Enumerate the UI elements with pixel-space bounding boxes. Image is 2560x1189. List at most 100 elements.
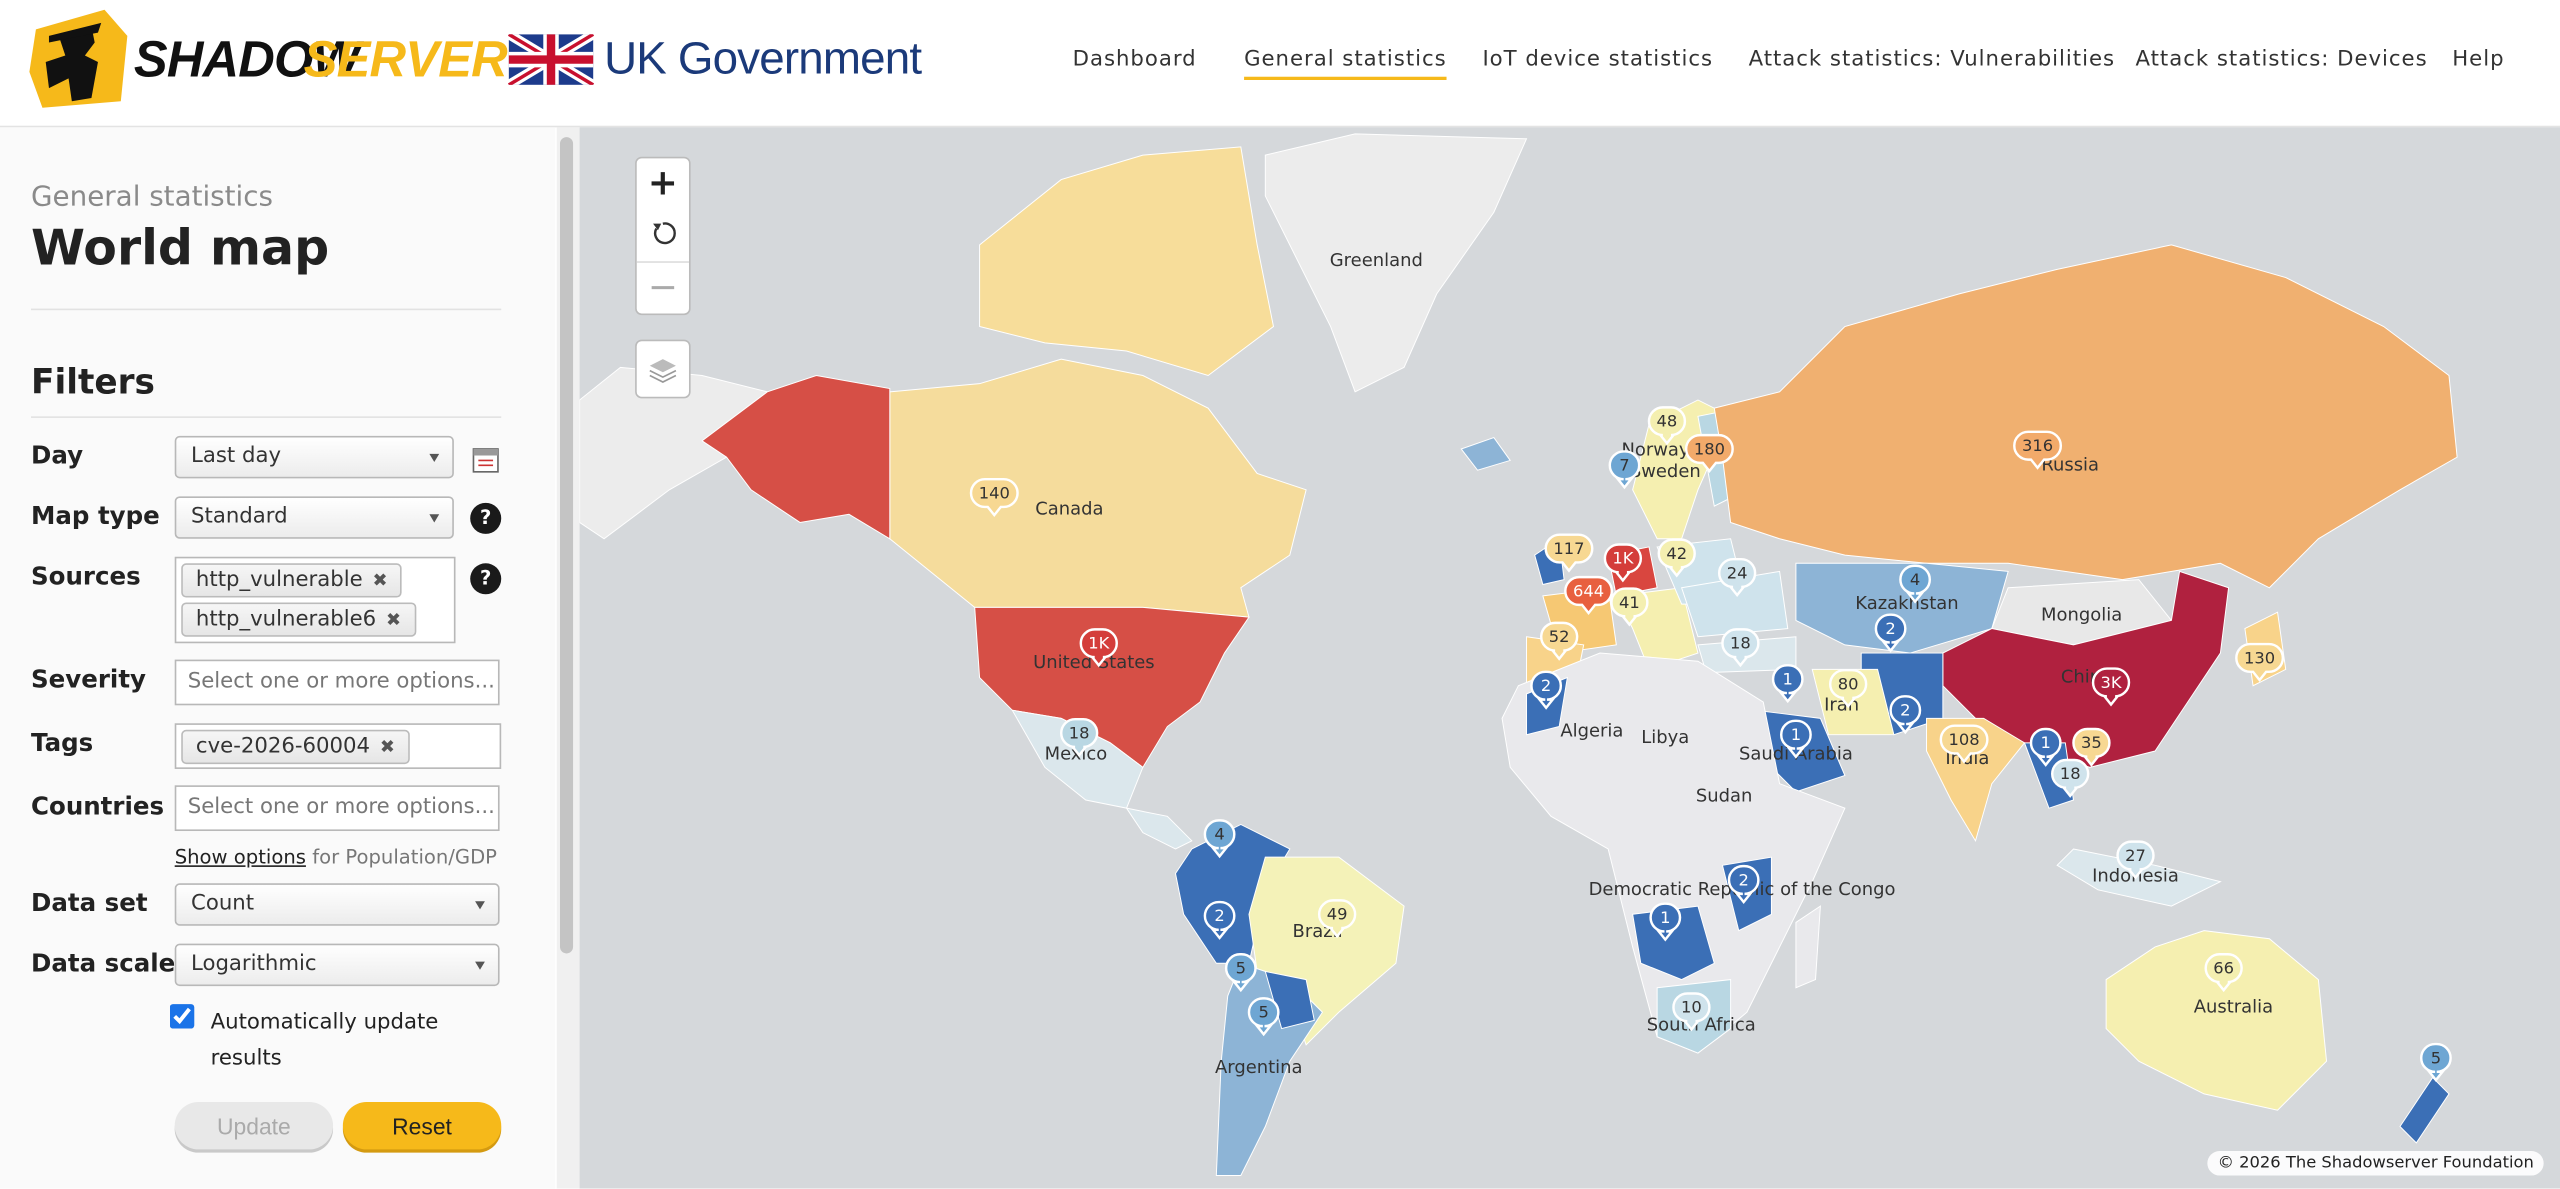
- marker-pin: [1079, 628, 1118, 668]
- country[interactable]: [1713, 244, 2458, 589]
- marker[interactable]: 5: [2420, 1042, 2452, 1082]
- tag-remove[interactable]: ✖: [379, 736, 395, 758]
- update-button[interactable]: Update: [174, 1102, 334, 1150]
- marker[interactable]: 7: [1608, 450, 1641, 490]
- nav-link[interactable]: Attack statistics: Vulnerabilities: [1748, 47, 2116, 72]
- zoom-out[interactable]: −: [636, 261, 689, 313]
- marker[interactable]: 4: [1899, 564, 1931, 604]
- marker-pin: [2029, 727, 2062, 767]
- marker[interactable]: 48: [1647, 406, 1687, 446]
- marker[interactable]: 52: [1540, 621, 1579, 661]
- country-label: Norway: [1621, 440, 1689, 461]
- marker-label: 10: [1681, 998, 1702, 1017]
- marker[interactable]: 2: [1727, 864, 1760, 904]
- marker[interactable]: 5: [1247, 997, 1280, 1037]
- marker[interactable]: 24: [1718, 557, 1757, 598]
- divider: [31, 308, 502, 311]
- nav-link[interactable]: Dashboard: [1072, 47, 1197, 72]
- marker[interactable]: 18: [1721, 628, 1760, 668]
- marker[interactable]: 180: [1684, 433, 1734, 473]
- marker-label: 27: [2125, 846, 2146, 865]
- marker[interactable]: 1: [2029, 727, 2062, 767]
- country[interactable]: [1248, 856, 1405, 1046]
- field-label: Severity: [31, 664, 146, 694]
- marker[interactable]: 1: [1771, 664, 1804, 704]
- country[interactable]: [1460, 436, 1511, 471]
- marker[interactable]: 1K: [1079, 628, 1118, 668]
- country[interactable]: [1125, 807, 1193, 850]
- marker[interactable]: 117: [1544, 533, 1594, 573]
- marker-label: 52: [1549, 627, 1570, 646]
- marker[interactable]: 42: [1657, 538, 1696, 578]
- show-options-link[interactable]: Show options: [174, 845, 306, 869]
- marker[interactable]: 2: [1530, 670, 1562, 710]
- nav-link[interactable]: General statistics: [1244, 47, 1447, 80]
- country[interactable]: [889, 358, 1307, 618]
- help-icon[interactable]: ?: [470, 563, 502, 595]
- marker[interactable]: 644: [1564, 575, 1613, 616]
- country[interactable]: [2105, 930, 2328, 1111]
- calendar-icon[interactable]: [472, 446, 500, 474]
- marker[interactable]: 2: [1203, 900, 1236, 940]
- country[interactable]: [1795, 905, 1821, 989]
- marker-pin: [1684, 433, 1734, 473]
- nav-link[interactable]: Help: [2452, 47, 2505, 72]
- country[interactable]: [979, 146, 1275, 377]
- marker-pin: [1899, 564, 1931, 604]
- marker[interactable]: 4: [1203, 819, 1236, 859]
- country[interactable]: [974, 606, 1250, 769]
- marker[interactable]: 66: [2204, 953, 2243, 993]
- logo-shadow: SHADOW: [133, 31, 360, 89]
- marker-pin: [1603, 543, 1642, 583]
- tag-remove[interactable]: ✖: [372, 569, 388, 592]
- marker[interactable]: 130: [2235, 642, 2285, 682]
- reset-view[interactable]: [650, 220, 676, 246]
- country[interactable]: [1264, 133, 1528, 393]
- country[interactable]: [1501, 652, 1846, 1054]
- marker[interactable]: 10: [1672, 992, 1711, 1032]
- marker-pin: [1203, 819, 1236, 859]
- country[interactable]: [1795, 562, 2009, 654]
- auto-update-checkbox[interactable]: [169, 1004, 195, 1029]
- country[interactable]: [2056, 848, 2222, 907]
- tag-remove[interactable]: ✖: [385, 608, 402, 631]
- data-scale-select[interactable]: Logarithmic: [174, 943, 500, 987]
- marker[interactable]: 3K: [2091, 667, 2131, 707]
- scroll-thumb[interactable]: [559, 137, 574, 954]
- sources-input[interactable]: http_vulnerable ✖ http_vulnerable6 ✖: [174, 556, 456, 644]
- data-set-select[interactable]: Count: [174, 883, 500, 926]
- marker[interactable]: 80: [1829, 668, 1868, 709]
- nav-link[interactable]: IoT device statistics: [1482, 47, 1714, 72]
- nav-link[interactable]: Attack statistics: Devices: [2135, 47, 2428, 72]
- marker[interactable]: 140: [969, 477, 1019, 518]
- marker[interactable]: 108: [1939, 724, 1989, 764]
- reset-button[interactable]: Reset: [342, 1102, 502, 1150]
- marker-pin: [1610, 587, 1649, 627]
- day-select[interactable]: Last day: [174, 435, 454, 479]
- marker[interactable]: 2: [1889, 695, 1922, 735]
- countries-input[interactable]: Select one or more options...: [174, 785, 500, 832]
- marker[interactable]: 1: [1780, 719, 1812, 759]
- severity-input[interactable]: Select one or more options...: [174, 659, 500, 706]
- help-icon[interactable]: ?: [470, 502, 502, 534]
- marker[interactable]: 1: [1649, 902, 1682, 942]
- marker[interactable]: 18: [2051, 758, 2090, 798]
- tags-input[interactable]: cve-2026-60004 ✖: [174, 723, 502, 769]
- marker[interactable]: 49: [1318, 899, 1357, 939]
- marker[interactable]: 18: [1060, 717, 1099, 758]
- country[interactable]: [701, 375, 891, 540]
- marker[interactable]: 316: [2013, 430, 2062, 470]
- marker[interactable]: 5: [1224, 953, 1257, 993]
- scrollbar[interactable]: [556, 127, 580, 1189]
- zoom-in[interactable]: +: [647, 163, 678, 205]
- marker[interactable]: 1K: [1603, 543, 1642, 583]
- marker[interactable]: 2: [1874, 613, 1907, 653]
- map-type-select[interactable]: Standard: [174, 496, 454, 539]
- marker[interactable]: 27: [2116, 840, 2155, 880]
- country[interactable]: [2399, 1076, 2450, 1144]
- marker[interactable]: 41: [1610, 587, 1649, 627]
- marker[interactable]: 35: [2072, 727, 2111, 767]
- layers-control[interactable]: [635, 339, 691, 399]
